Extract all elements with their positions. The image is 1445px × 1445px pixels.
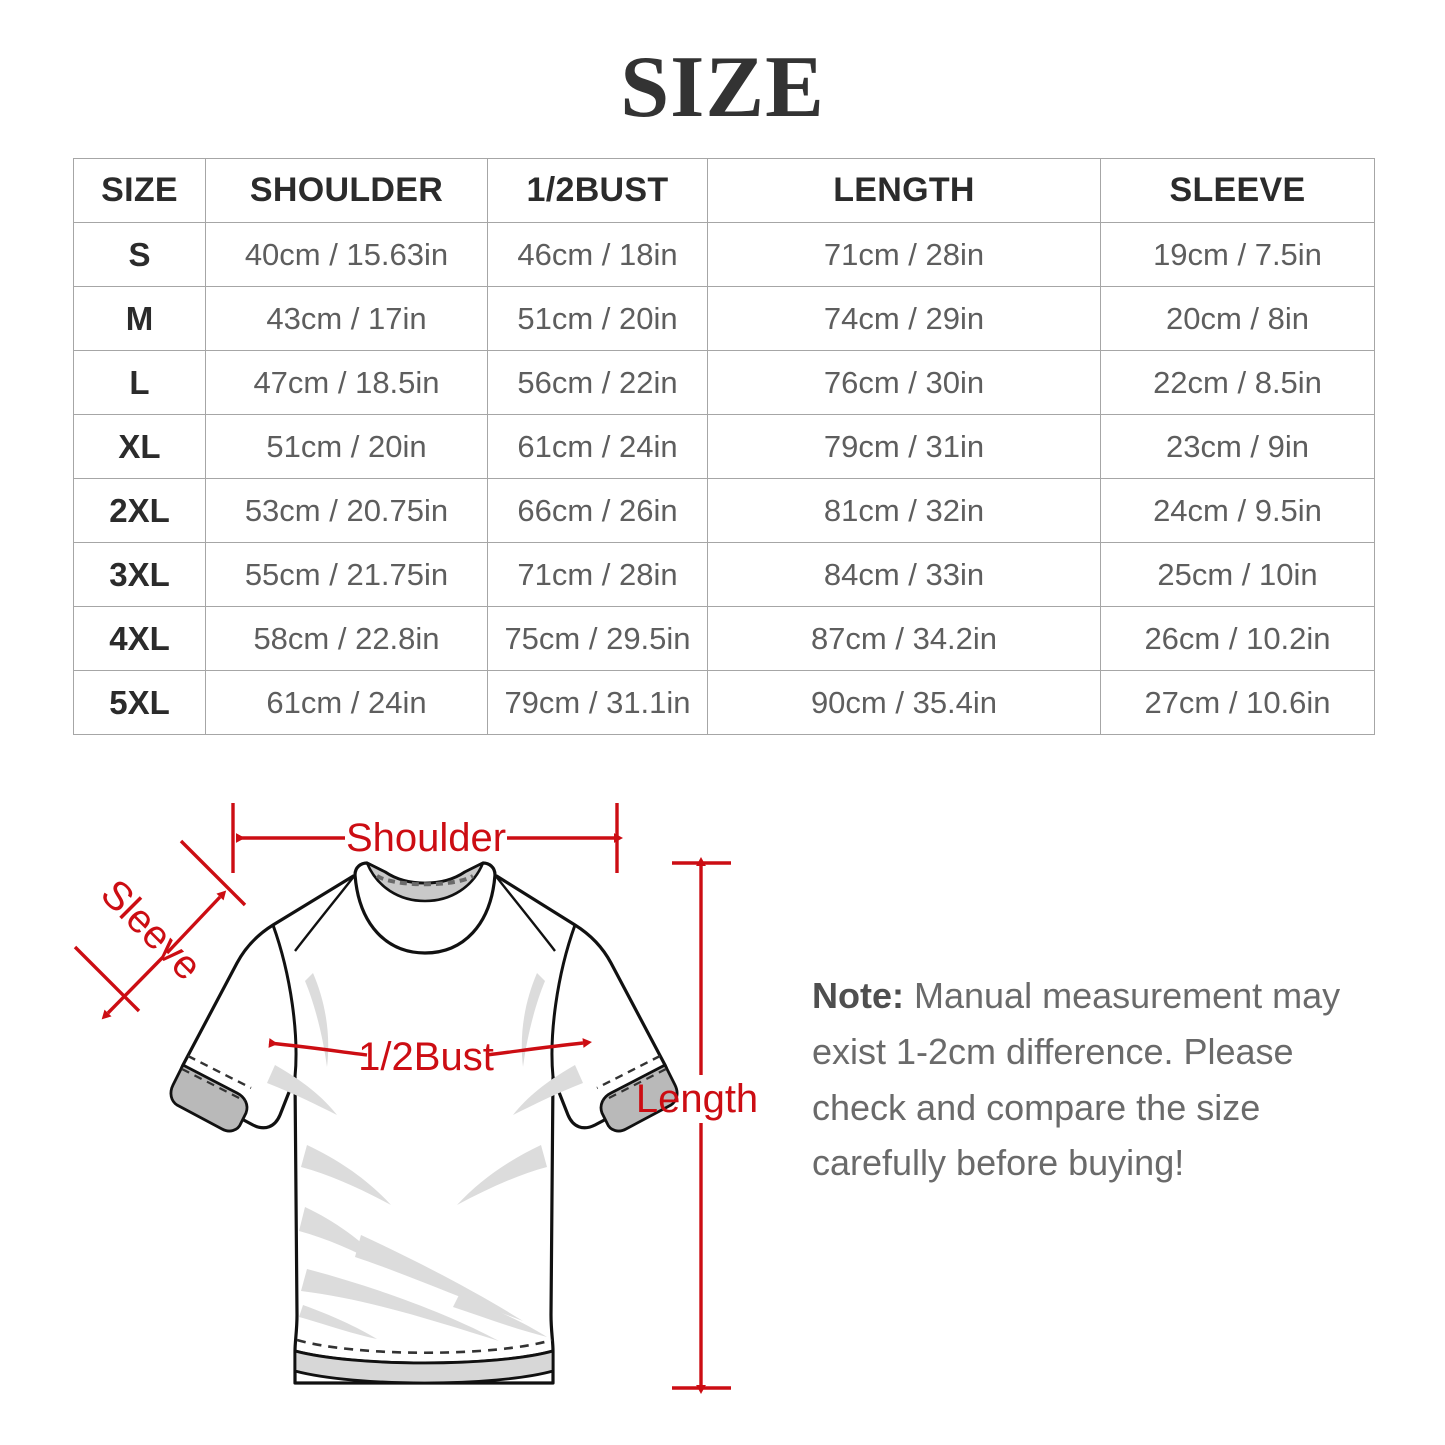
- cell-sleeve: 26cm / 10.2in: [1100, 606, 1375, 671]
- cell-length: 84cm / 33in: [707, 542, 1101, 607]
- cell-sleeve: 20cm / 8in: [1100, 286, 1375, 351]
- cell-sleeve: 24cm / 9.5in: [1100, 478, 1375, 543]
- cell-shoulder: 61cm / 24in: [205, 670, 488, 735]
- cell-length: 90cm / 35.4in: [707, 670, 1101, 735]
- cell-length: 71cm / 28in: [707, 222, 1101, 287]
- collar-stitch: [375, 874, 475, 887]
- hem-inner-gray: [293, 1349, 555, 1385]
- cell-shoulder: 58cm / 22.8in: [205, 606, 488, 671]
- column-header-shoulder: SHOULDER: [205, 158, 488, 223]
- table-row: XL 51cm / 20in 61cm / 24in 79cm / 31in 2…: [73, 414, 1375, 479]
- sleeve-tick-upper: [179, 839, 247, 907]
- measurement-diagram: Shoulder Sleeve 1/2Bust: [55, 775, 795, 1435]
- shoulder-dimension: Shoulder: [231, 803, 623, 873]
- cell-size: 2XL: [73, 478, 206, 543]
- cell-length: 87cm / 34.2in: [707, 606, 1101, 671]
- shoulder-seam-left: [294, 874, 356, 952]
- table-header-row: SIZE SHOULDER 1/2BUST LENGTH SLEEVE: [73, 158, 1375, 223]
- table-row: L 47cm / 18.5in 56cm / 22in 76cm / 30in …: [73, 350, 1375, 415]
- hem-stitch-upper: [296, 1338, 553, 1355]
- table-row: 5XL 61cm / 24in 79cm / 31.1in 90cm / 35.…: [73, 670, 1375, 735]
- cell-bust: 71cm / 28in: [487, 542, 708, 607]
- note-block: Note: Manual measurement may exist 1-2cm…: [812, 968, 1382, 1191]
- cell-sleeve: 27cm / 10.6in: [1100, 670, 1375, 735]
- cuff-stitch-left-2: [181, 1068, 246, 1102]
- cell-size: XL: [73, 414, 206, 479]
- cell-shoulder: 51cm / 20in: [205, 414, 488, 479]
- sleeve-arrow-upper: [165, 890, 227, 955]
- table-row: S 40cm / 15.63in 46cm / 18in 71cm / 28in…: [73, 222, 1375, 287]
- column-header-length: LENGTH: [707, 158, 1101, 223]
- cell-length: 81cm / 32in: [707, 478, 1101, 543]
- cell-bust: 61cm / 24in: [487, 414, 708, 479]
- cell-sleeve: 23cm / 9in: [1100, 414, 1375, 479]
- table-row: 3XL 55cm / 21.75in 71cm / 28in 84cm / 33…: [73, 542, 1375, 607]
- armhole-right: [550, 924, 577, 1078]
- cell-sleeve: 22cm / 8.5in: [1100, 350, 1375, 415]
- bust-arrow-left: [268, 1038, 368, 1057]
- cell-size: M: [73, 286, 206, 351]
- collar-ring: [353, 874, 497, 955]
- shoulder-label: Shoulder: [346, 816, 506, 860]
- sleeve-arrow-lower: [101, 955, 165, 1020]
- cell-shoulder: 55cm / 21.75in: [205, 542, 488, 607]
- cell-bust: 75cm / 29.5in: [487, 606, 708, 671]
- cuff-stitch-right: [596, 1054, 661, 1090]
- cell-bust: 79cm / 31.1in: [487, 670, 708, 735]
- length-label: Length: [636, 1077, 758, 1121]
- cell-shoulder: 43cm / 17in: [205, 286, 488, 351]
- tshirt-outline: [178, 861, 670, 1385]
- fabric-shadows: [267, 973, 583, 1341]
- cell-size: 5XL: [73, 670, 206, 735]
- cell-size: 4XL: [73, 606, 206, 671]
- bust-label: 1/2Bust: [358, 1035, 494, 1079]
- cell-bust: 66cm / 26in: [487, 478, 708, 543]
- shoulder-seam-right: [494, 874, 556, 952]
- size-table: SIZE SHOULDER 1/2BUST LENGTH SLEEVE S 40…: [73, 158, 1375, 735]
- tshirt-illustration: [169, 861, 679, 1385]
- cell-bust: 46cm / 18in: [487, 222, 708, 287]
- table-row: 2XL 53cm / 20.75in 66cm / 26in 81cm / 32…: [73, 478, 1375, 543]
- cuff-stitch-right-2: [602, 1068, 667, 1102]
- sleeve-tick-lower: [73, 945, 141, 1013]
- column-header-sleeve: SLEEVE: [1100, 158, 1375, 223]
- bust-dimension: 1/2Bust: [268, 1035, 592, 1079]
- table-row: 4XL 58cm / 22.8in 75cm / 29.5in 87cm / 3…: [73, 606, 1375, 671]
- table-row: M 43cm / 17in 51cm / 20in 74cm / 29in 20…: [73, 286, 1375, 351]
- cell-bust: 56cm / 22in: [487, 350, 708, 415]
- cell-shoulder: 47cm / 18.5in: [205, 350, 488, 415]
- cuff-stitch-left: [187, 1054, 252, 1090]
- armhole-left: [271, 924, 298, 1078]
- length-dimension: Length: [636, 857, 758, 1394]
- column-header-size: SIZE: [73, 158, 206, 223]
- cell-sleeve: 25cm / 10in: [1100, 542, 1375, 607]
- cell-size: L: [73, 350, 206, 415]
- cell-sleeve: 19cm / 7.5in: [1100, 222, 1375, 287]
- cell-shoulder: 53cm / 20.75in: [205, 478, 488, 543]
- cell-length: 74cm / 29in: [707, 286, 1101, 351]
- cell-shoulder: 40cm / 15.63in: [205, 222, 488, 287]
- cell-size: S: [73, 222, 206, 287]
- cell-length: 79cm / 31in: [707, 414, 1101, 479]
- column-header-bust: 1/2BUST: [487, 158, 708, 223]
- cell-bust: 51cm / 20in: [487, 286, 708, 351]
- cell-length: 76cm / 30in: [707, 350, 1101, 415]
- cell-size: 3XL: [73, 542, 206, 607]
- note-text: Manual measurement may exist 1-2cm diffe…: [812, 975, 1341, 1184]
- page-title: SIZE: [620, 39, 825, 136]
- note-label: Note:: [812, 975, 904, 1016]
- bust-arrow-right: [486, 1038, 592, 1057]
- sleeve-dimension: Sleeve: [73, 839, 247, 1020]
